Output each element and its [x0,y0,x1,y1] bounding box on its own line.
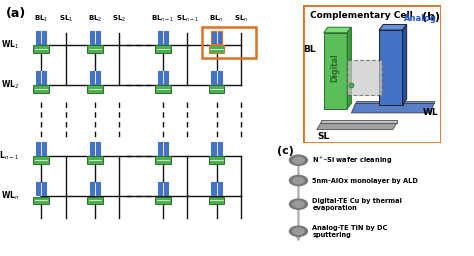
Text: WL$_2$: WL$_2$ [1,78,19,91]
Polygon shape [379,30,402,105]
FancyBboxPatch shape [36,182,46,195]
FancyBboxPatch shape [155,85,171,93]
FancyBboxPatch shape [34,45,49,53]
Bar [347,60,382,95]
FancyBboxPatch shape [90,31,100,44]
Text: SL$_n$: SL$_n$ [234,14,248,25]
FancyBboxPatch shape [34,156,49,164]
Text: (b): (b) [422,12,441,22]
Polygon shape [347,27,351,109]
FancyBboxPatch shape [34,85,49,93]
Polygon shape [321,120,397,123]
Text: SL$_1$: SL$_1$ [58,14,73,25]
Text: Digital: Digital [330,53,339,82]
FancyBboxPatch shape [209,197,224,204]
Polygon shape [324,27,351,33]
FancyBboxPatch shape [36,71,46,84]
Text: Analog: Analog [404,14,437,24]
Text: 5nm-AlOx monolayer by ALD: 5nm-AlOx monolayer by ALD [312,177,418,184]
Circle shape [290,155,307,165]
Text: Digital-TE Cu by thermal
evaporation: Digital-TE Cu by thermal evaporation [312,198,402,211]
Text: BL$_{n-1}$: BL$_{n-1}$ [151,14,175,25]
FancyBboxPatch shape [211,31,222,44]
Polygon shape [356,101,434,103]
FancyBboxPatch shape [209,85,224,93]
Bar [202,27,255,58]
FancyBboxPatch shape [155,45,171,53]
FancyBboxPatch shape [158,31,168,44]
Text: BL$_2$: BL$_2$ [88,14,102,25]
FancyBboxPatch shape [209,156,224,164]
Text: SL: SL [318,132,330,141]
Text: N$^+$-Si wafer cleaning: N$^+$-Si wafer cleaning [312,155,392,166]
Circle shape [290,175,307,186]
FancyBboxPatch shape [87,197,102,204]
FancyBboxPatch shape [87,45,102,53]
Text: (c): (c) [276,146,293,156]
Polygon shape [317,123,397,130]
FancyBboxPatch shape [155,197,171,204]
Circle shape [293,228,304,234]
Circle shape [290,199,307,209]
FancyBboxPatch shape [211,182,222,195]
FancyBboxPatch shape [209,45,224,53]
Text: WL$_n$: WL$_n$ [1,190,19,202]
Text: SL$_{n-1}$: SL$_{n-1}$ [176,14,199,25]
Text: BL$_1$: BL$_1$ [34,14,48,25]
Text: WL$_1$: WL$_1$ [1,38,19,51]
FancyBboxPatch shape [90,182,100,195]
FancyBboxPatch shape [36,31,46,44]
Text: WL: WL [422,109,438,118]
FancyBboxPatch shape [211,71,222,84]
Text: BL: BL [303,45,316,54]
Circle shape [290,226,307,236]
Circle shape [293,177,304,184]
Text: SL$_2$: SL$_2$ [112,14,126,25]
FancyBboxPatch shape [211,142,222,155]
Text: Complementary Cell: Complementary Cell [310,11,412,20]
FancyBboxPatch shape [158,71,168,84]
Polygon shape [351,103,434,113]
Circle shape [293,157,304,163]
Polygon shape [379,25,407,30]
Polygon shape [402,25,407,105]
Circle shape [293,201,304,207]
Polygon shape [324,33,347,109]
FancyBboxPatch shape [158,182,168,195]
Text: Analog-TE TiN by DC
sputtering: Analog-TE TiN by DC sputtering [312,225,388,238]
Text: BL$_n$: BL$_n$ [209,14,224,25]
FancyBboxPatch shape [87,156,102,164]
FancyBboxPatch shape [90,142,100,155]
FancyBboxPatch shape [34,197,49,204]
Text: WL$_{n-1}$: WL$_{n-1}$ [0,150,19,162]
FancyBboxPatch shape [87,85,102,93]
FancyBboxPatch shape [158,142,168,155]
Text: (a): (a) [6,7,26,20]
FancyBboxPatch shape [36,142,46,155]
FancyBboxPatch shape [90,71,100,84]
FancyBboxPatch shape [155,156,171,164]
